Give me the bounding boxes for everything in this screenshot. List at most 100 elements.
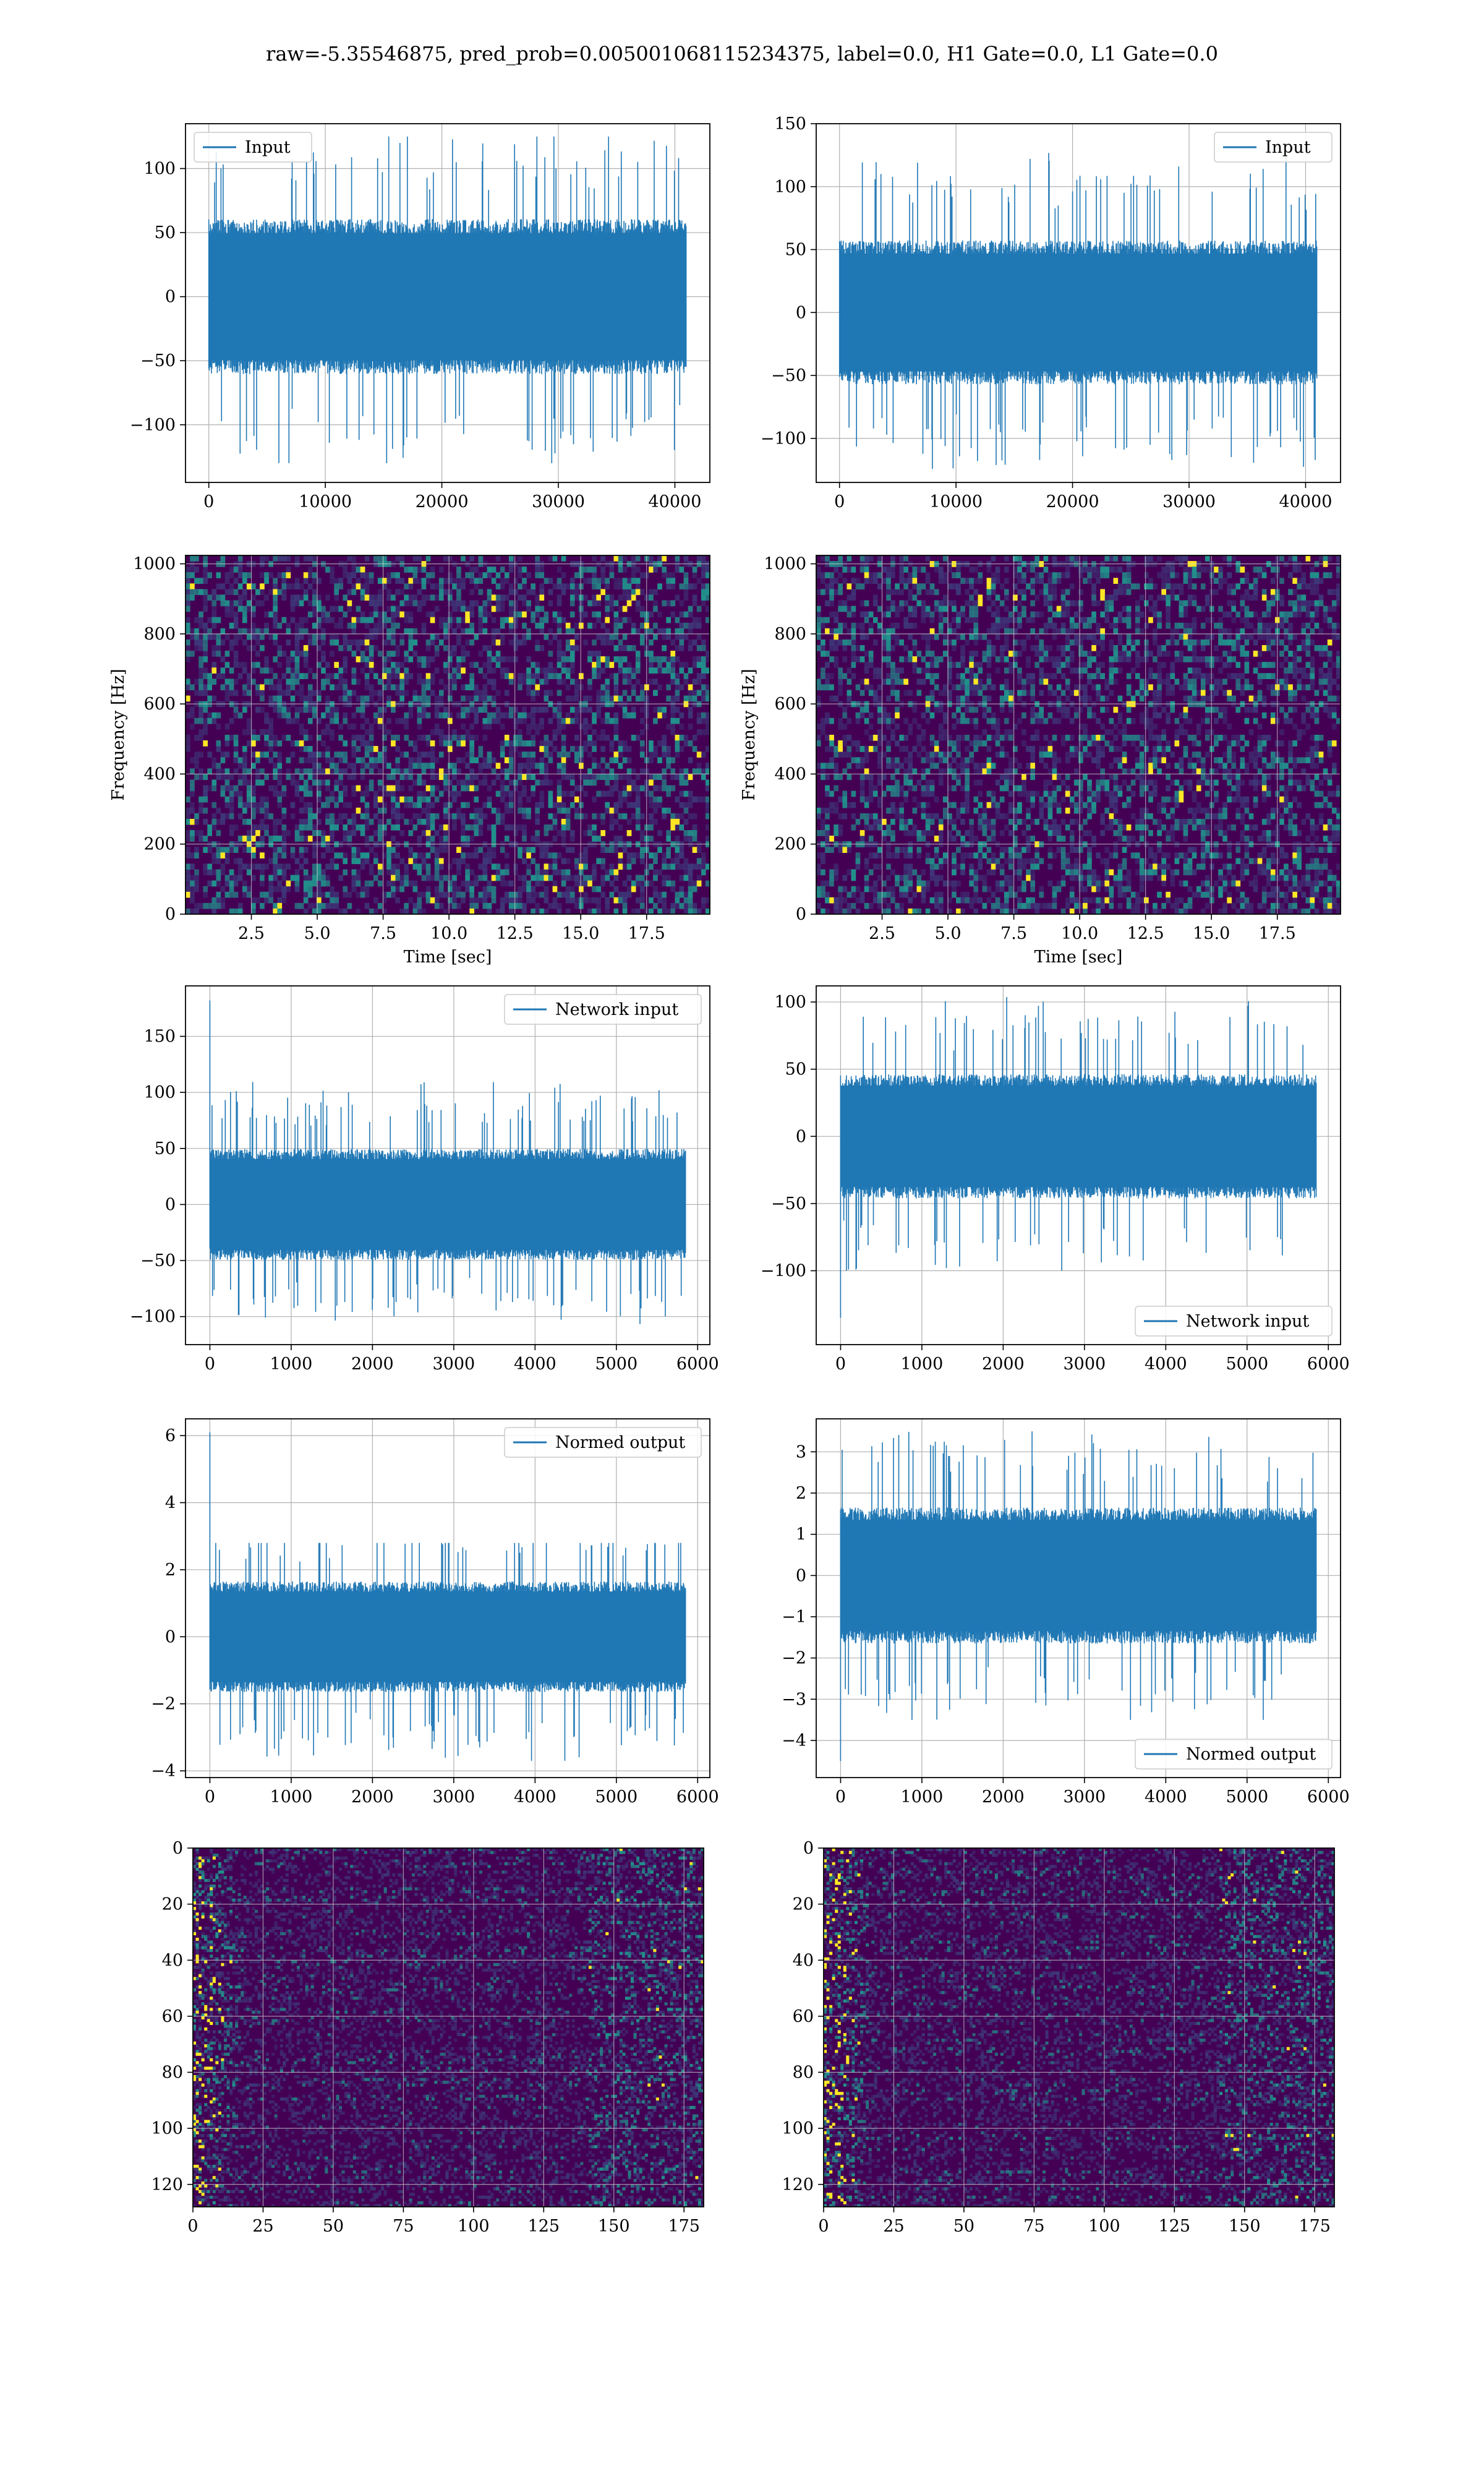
heatmap-cell <box>465 779 470 786</box>
heatmap-cell <box>369 735 374 741</box>
heatmap-cell <box>657 611 662 618</box>
y-tick-label: 400 <box>143 764 176 784</box>
heatmap-cell <box>474 807 479 814</box>
heatmap-cell <box>1331 600 1337 607</box>
heatmap-cell <box>303 662 309 668</box>
heatmap-cell <box>303 790 309 797</box>
heatmap-cell <box>412 763 418 769</box>
heatmap-cell <box>675 858 680 865</box>
heatmap-cell <box>487 902 492 909</box>
heatmap-cell <box>203 729 208 735</box>
heatmap-cell <box>229 645 234 651</box>
heatmap-cell <box>908 651 913 657</box>
heatmap-cell <box>1052 611 1057 618</box>
heatmap-cell <box>908 589 913 596</box>
heatmap-cell <box>347 578 352 584</box>
heatmap-cell <box>657 830 662 836</box>
heatmap-cell <box>1240 633 1245 640</box>
heatmap-cell <box>903 578 908 584</box>
heatmap-cell <box>701 695 706 702</box>
heatmap-cell <box>421 735 427 741</box>
heatmap-cell <box>539 875 545 881</box>
heatmap-cell <box>237 774 243 781</box>
heatmap-cell <box>474 847 479 853</box>
heatmap-cell <box>264 774 269 781</box>
heatmap-cell <box>675 751 680 758</box>
heatmap-cell <box>186 830 190 836</box>
heatmap-cell <box>281 836 287 842</box>
heatmap-cell <box>224 813 230 820</box>
heatmap-cell <box>565 622 571 629</box>
heatmap-cell <box>518 684 522 691</box>
heatmap-cell <box>526 891 531 898</box>
heatmap-cell <box>478 555 484 562</box>
heatmap-cell <box>334 712 339 719</box>
heatmap-cell <box>618 583 623 589</box>
heatmap-cell <box>544 908 549 914</box>
heatmap-cell <box>544 578 549 584</box>
heatmap-cell <box>504 774 510 781</box>
heatmap-cell <box>605 875 610 881</box>
heatmap-cell <box>600 790 605 797</box>
heatmap-cell <box>312 690 317 696</box>
heatmap-cell <box>364 818 370 825</box>
heatmap-cell <box>474 735 479 741</box>
heatmap-cell <box>237 633 243 640</box>
heatmap-cell <box>1021 645 1026 651</box>
heatmap-cell <box>268 589 273 596</box>
heatmap-cell <box>618 622 623 629</box>
heatmap-cell <box>587 567 592 573</box>
heatmap-cell <box>456 869 461 876</box>
heatmap-cell <box>986 645 992 651</box>
heatmap-cell <box>683 572 689 578</box>
heatmap-cell <box>675 678 680 685</box>
heatmap-cell <box>386 863 391 870</box>
heatmap-cell <box>1292 578 1297 584</box>
heatmap-cell <box>1065 628 1070 635</box>
heatmap-cell <box>816 572 821 578</box>
heatmap-cell <box>438 622 444 629</box>
heatmap-cell <box>448 740 453 747</box>
heatmap-cell <box>526 690 531 696</box>
heatmap-cell <box>675 902 680 909</box>
heatmap-cell <box>899 578 904 584</box>
heatmap-cell <box>395 667 400 674</box>
heatmap-cell <box>666 667 671 674</box>
heatmap-cell <box>1301 583 1307 589</box>
heatmap-cell <box>220 594 226 601</box>
heatmap-cell <box>299 600 304 607</box>
heatmap-cell <box>609 807 615 814</box>
heatmap-cell <box>666 751 671 758</box>
heatmap-cell <box>495 807 501 814</box>
heatmap-cell <box>539 617 545 623</box>
heatmap-cell <box>1083 633 1088 640</box>
heatmap-cell <box>565 813 571 820</box>
heatmap-cell <box>386 594 391 601</box>
heatmap-cell <box>1013 555 1018 562</box>
heatmap-cell <box>438 768 444 775</box>
heatmap-cell <box>408 639 414 646</box>
heatmap-cell <box>952 572 957 578</box>
heatmap-cell <box>465 712 470 719</box>
heatmap-cell <box>1205 617 1210 623</box>
heatmap-cell <box>482 863 488 870</box>
heatmap-cell <box>526 768 531 775</box>
heatmap-cell <box>203 785 208 792</box>
heatmap-cell <box>613 807 619 814</box>
heatmap-cell <box>299 628 304 635</box>
heatmap-cell <box>229 824 234 831</box>
heatmap-cell <box>338 578 343 584</box>
heatmap-cell <box>273 611 278 618</box>
heatmap-cell <box>513 824 518 831</box>
heatmap-cell <box>281 735 287 741</box>
heatmap-cell <box>903 567 908 573</box>
heatmap-cell <box>417 757 422 763</box>
heatmap-cell <box>482 891 488 898</box>
heatmap-cell <box>592 622 597 629</box>
heatmap-cell <box>198 830 203 836</box>
heatmap-cell <box>1117 651 1123 657</box>
x-tick-label: 0 <box>203 492 214 511</box>
heatmap-cell <box>373 555 378 562</box>
heatmap-cell <box>417 852 422 858</box>
heatmap-cell <box>373 712 378 719</box>
